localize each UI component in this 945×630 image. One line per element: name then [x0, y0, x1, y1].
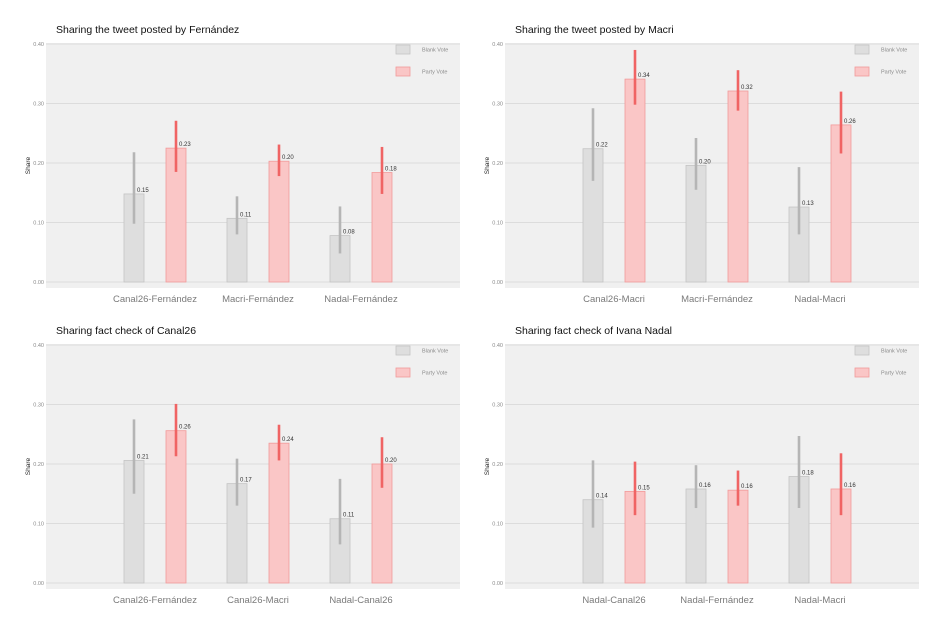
legend-swatch-blank [395, 345, 411, 356]
y-tick-label: 0.40 [492, 343, 503, 349]
y-tick-label: 0.10 [492, 221, 503, 227]
data-label: 0.15 [137, 188, 149, 194]
y-tick-label: 0.30 [33, 403, 44, 409]
chart-title: Sharing fact check of Canal26 [56, 325, 197, 337]
data-label: 0.18 [385, 167, 397, 173]
data-label: 0.11 [343, 513, 355, 519]
chart-title: Sharing the tweet posted by Fernández [56, 24, 240, 36]
data-label: 0.23 [179, 142, 191, 148]
x-tick-label: Nadal-Fernández [680, 595, 754, 606]
chart-plot: 0.00 0.10 0.20 0.30 0.40 Share Nadal-Canal26 Na… [484, 343, 919, 606]
y-axis-label: Share [25, 457, 32, 475]
y-tick-label: 0.00 [33, 581, 44, 587]
data-label: 0.26 [179, 425, 191, 431]
chart-plot: 0.00 0.10 0.20 0.30 0.40 Share Canal26-Fernánd… [25, 42, 460, 305]
chart-panel-fernandez-tweet: Sharing the tweet posted by Fernández 0.… [10, 20, 470, 320]
x-tick-label: Nadal-Canal26 [582, 595, 645, 606]
data-label: 0.20 [282, 155, 294, 161]
legend-label: Blank Vote [881, 48, 907, 54]
y-tick-label: 0.00 [492, 280, 503, 286]
chart-plot: 0.00 0.10 0.20 0.30 0.40 Share Canal26-Macri Ma… [484, 42, 919, 305]
data-label: 0.16 [844, 483, 856, 489]
x-tick-label: Nadal-Fernández [324, 294, 398, 305]
legend-label: Blank Vote [881, 349, 907, 355]
legend-swatch-blank [854, 345, 870, 356]
chart-title: Sharing the tweet posted by Macri [515, 24, 674, 36]
y-tick-label: 0.30 [492, 403, 503, 409]
data-label: 0.24 [282, 437, 294, 443]
y-tick-label: 0.10 [33, 221, 44, 227]
data-label: 0.11 [240, 212, 252, 218]
legend-swatch-blank [854, 44, 870, 55]
y-axis-label: Share [484, 156, 491, 174]
data-label: 0.21 [137, 454, 149, 460]
plot-background [505, 43, 919, 288]
bar-party [727, 90, 749, 283]
x-tick-label: Nadal-Macri [794, 294, 845, 305]
data-label: 0.15 [638, 485, 650, 491]
data-label: 0.20 [385, 458, 397, 464]
legend-swatch-party [395, 367, 411, 378]
legend-swatch-blank [395, 44, 411, 55]
data-label: 0.18 [802, 470, 814, 476]
legend-label: Blank Vote [422, 48, 448, 54]
data-label: 0.16 [699, 483, 711, 489]
legend-label: Blank Vote [422, 349, 448, 355]
y-tick-label: 0.40 [492, 42, 503, 48]
y-tick-label: 0.20 [33, 161, 44, 167]
y-tick-label: 0.10 [492, 522, 503, 528]
y-tick-label: 0.30 [492, 102, 503, 108]
data-label: 0.20 [699, 159, 711, 165]
data-label: 0.26 [844, 119, 856, 125]
x-tick-label: Macri-Fernández [681, 294, 753, 305]
chart-panel-macri-tweet: Sharing the tweet posted by Macri 0.00 0.… [469, 20, 929, 320]
chart-title: Sharing fact check of Ivana Nadal [515, 325, 673, 337]
y-tick-label: 0.40 [33, 42, 44, 48]
legend-swatch-party [854, 367, 870, 378]
x-tick-label: Canal26-Macri [227, 595, 289, 606]
plot-background [505, 344, 919, 589]
data-label: 0.22 [596, 143, 608, 149]
x-tick-label: Nadal-Macri [794, 595, 845, 606]
plot-background [46, 43, 460, 288]
x-tick-label: Macri-Fernández [222, 294, 294, 305]
x-tick-label: Canal26-Fernández [113, 595, 197, 606]
y-tick-label: 0.10 [33, 522, 44, 528]
x-tick-label: Canal26-Macri [583, 294, 645, 305]
y-axis-label: Share [25, 156, 32, 174]
x-tick-label: Canal26-Fernández [113, 294, 197, 305]
x-tick-label: Nadal-Canal26 [329, 595, 392, 606]
data-label: 0.17 [240, 478, 252, 484]
y-tick-label: 0.20 [33, 462, 44, 468]
y-tick-label: 0.30 [33, 102, 44, 108]
data-label: 0.34 [638, 73, 650, 79]
bar-party [268, 160, 290, 283]
y-axis-label: Share [484, 457, 491, 475]
chart-panel-canal26-factcheck: Sharing fact check of Canal26 0.00 0.10 0.… [10, 321, 470, 621]
legend-label: Party Vote [422, 70, 447, 76]
legend-swatch-party [395, 66, 411, 77]
data-label: 0.14 [596, 494, 608, 500]
data-label: 0.13 [802, 201, 814, 207]
data-label: 0.16 [741, 484, 753, 490]
y-tick-label: 0.00 [33, 280, 44, 286]
y-tick-label: 0.20 [492, 462, 503, 468]
legend-label: Party Vote [881, 70, 906, 76]
chart-panel-nadal-factcheck: Sharing fact check of Ivana Nadal 0.00 0.… [469, 321, 929, 621]
legend-swatch-party [854, 66, 870, 77]
legend-label: Party Vote [881, 371, 906, 377]
bar-party [268, 442, 290, 584]
y-tick-label: 0.40 [33, 343, 44, 349]
data-label: 0.08 [343, 230, 355, 236]
bar-party [624, 78, 646, 283]
y-tick-label: 0.20 [492, 161, 503, 167]
chart-plot: 0.00 0.10 0.20 0.30 0.40 Share Canal26-Fernánd… [25, 343, 460, 606]
plot-background [46, 344, 460, 589]
data-label: 0.32 [741, 85, 753, 91]
legend-label: Party Vote [422, 371, 447, 377]
y-tick-label: 0.00 [492, 581, 503, 587]
